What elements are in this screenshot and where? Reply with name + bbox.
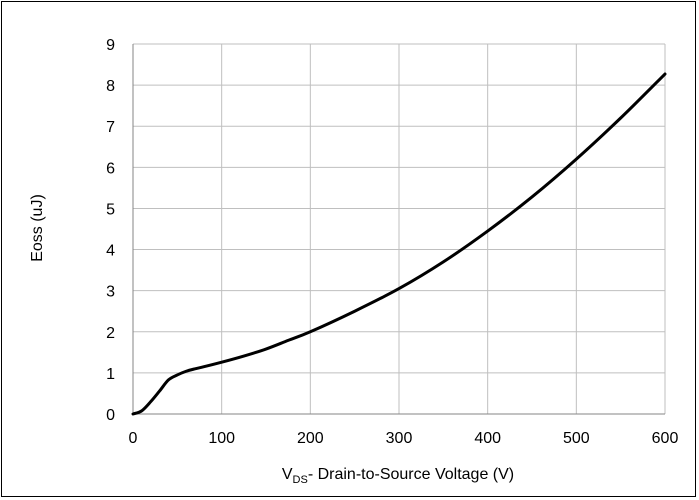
x-tick-label-400: 400 [474,430,501,447]
y-tick-label-7: 7 [106,119,115,136]
y-axis-title: Eoss (uJ) [29,194,46,262]
x-tick-label-100: 100 [208,430,235,447]
x-tick-label-500: 500 [563,430,590,447]
y-tick-label-2: 2 [106,325,115,342]
x-axis-title: VDS- Drain-to-Source Voltage (V) [282,466,514,486]
axes [132,44,665,415]
y-tick-label-3: 3 [106,284,115,301]
y-tick-label-6: 6 [106,160,115,177]
x-axis-title-rest: - Drain-to-Source Voltage (V) [308,466,514,483]
series-line-0 [131,72,667,416]
grid-lines [133,43,666,414]
x-tick-label-300: 300 [386,430,413,447]
x-axis-title-subscript: DS [293,474,308,486]
x-tick-label-600: 600 [652,430,679,447]
x-tick-label-0: 0 [129,430,138,447]
y-tick-label-0: 0 [106,407,115,424]
y-tick-label-5: 5 [106,201,115,218]
y-tick-labels: 0 1 2 3 4 5 6 7 8 9 [106,37,115,424]
y-tick-label-8: 8 [106,78,115,95]
y-tick-label-4: 4 [106,243,115,260]
x-axis-title-main: V [282,466,293,483]
series-layer [131,72,667,416]
x-tick-label-200: 200 [297,430,324,447]
y-tick-label-9: 9 [106,37,115,54]
y-tick-label-1: 1 [106,366,115,383]
x-tick-labels: 0 100 200 300 400 500 600 [129,430,679,447]
